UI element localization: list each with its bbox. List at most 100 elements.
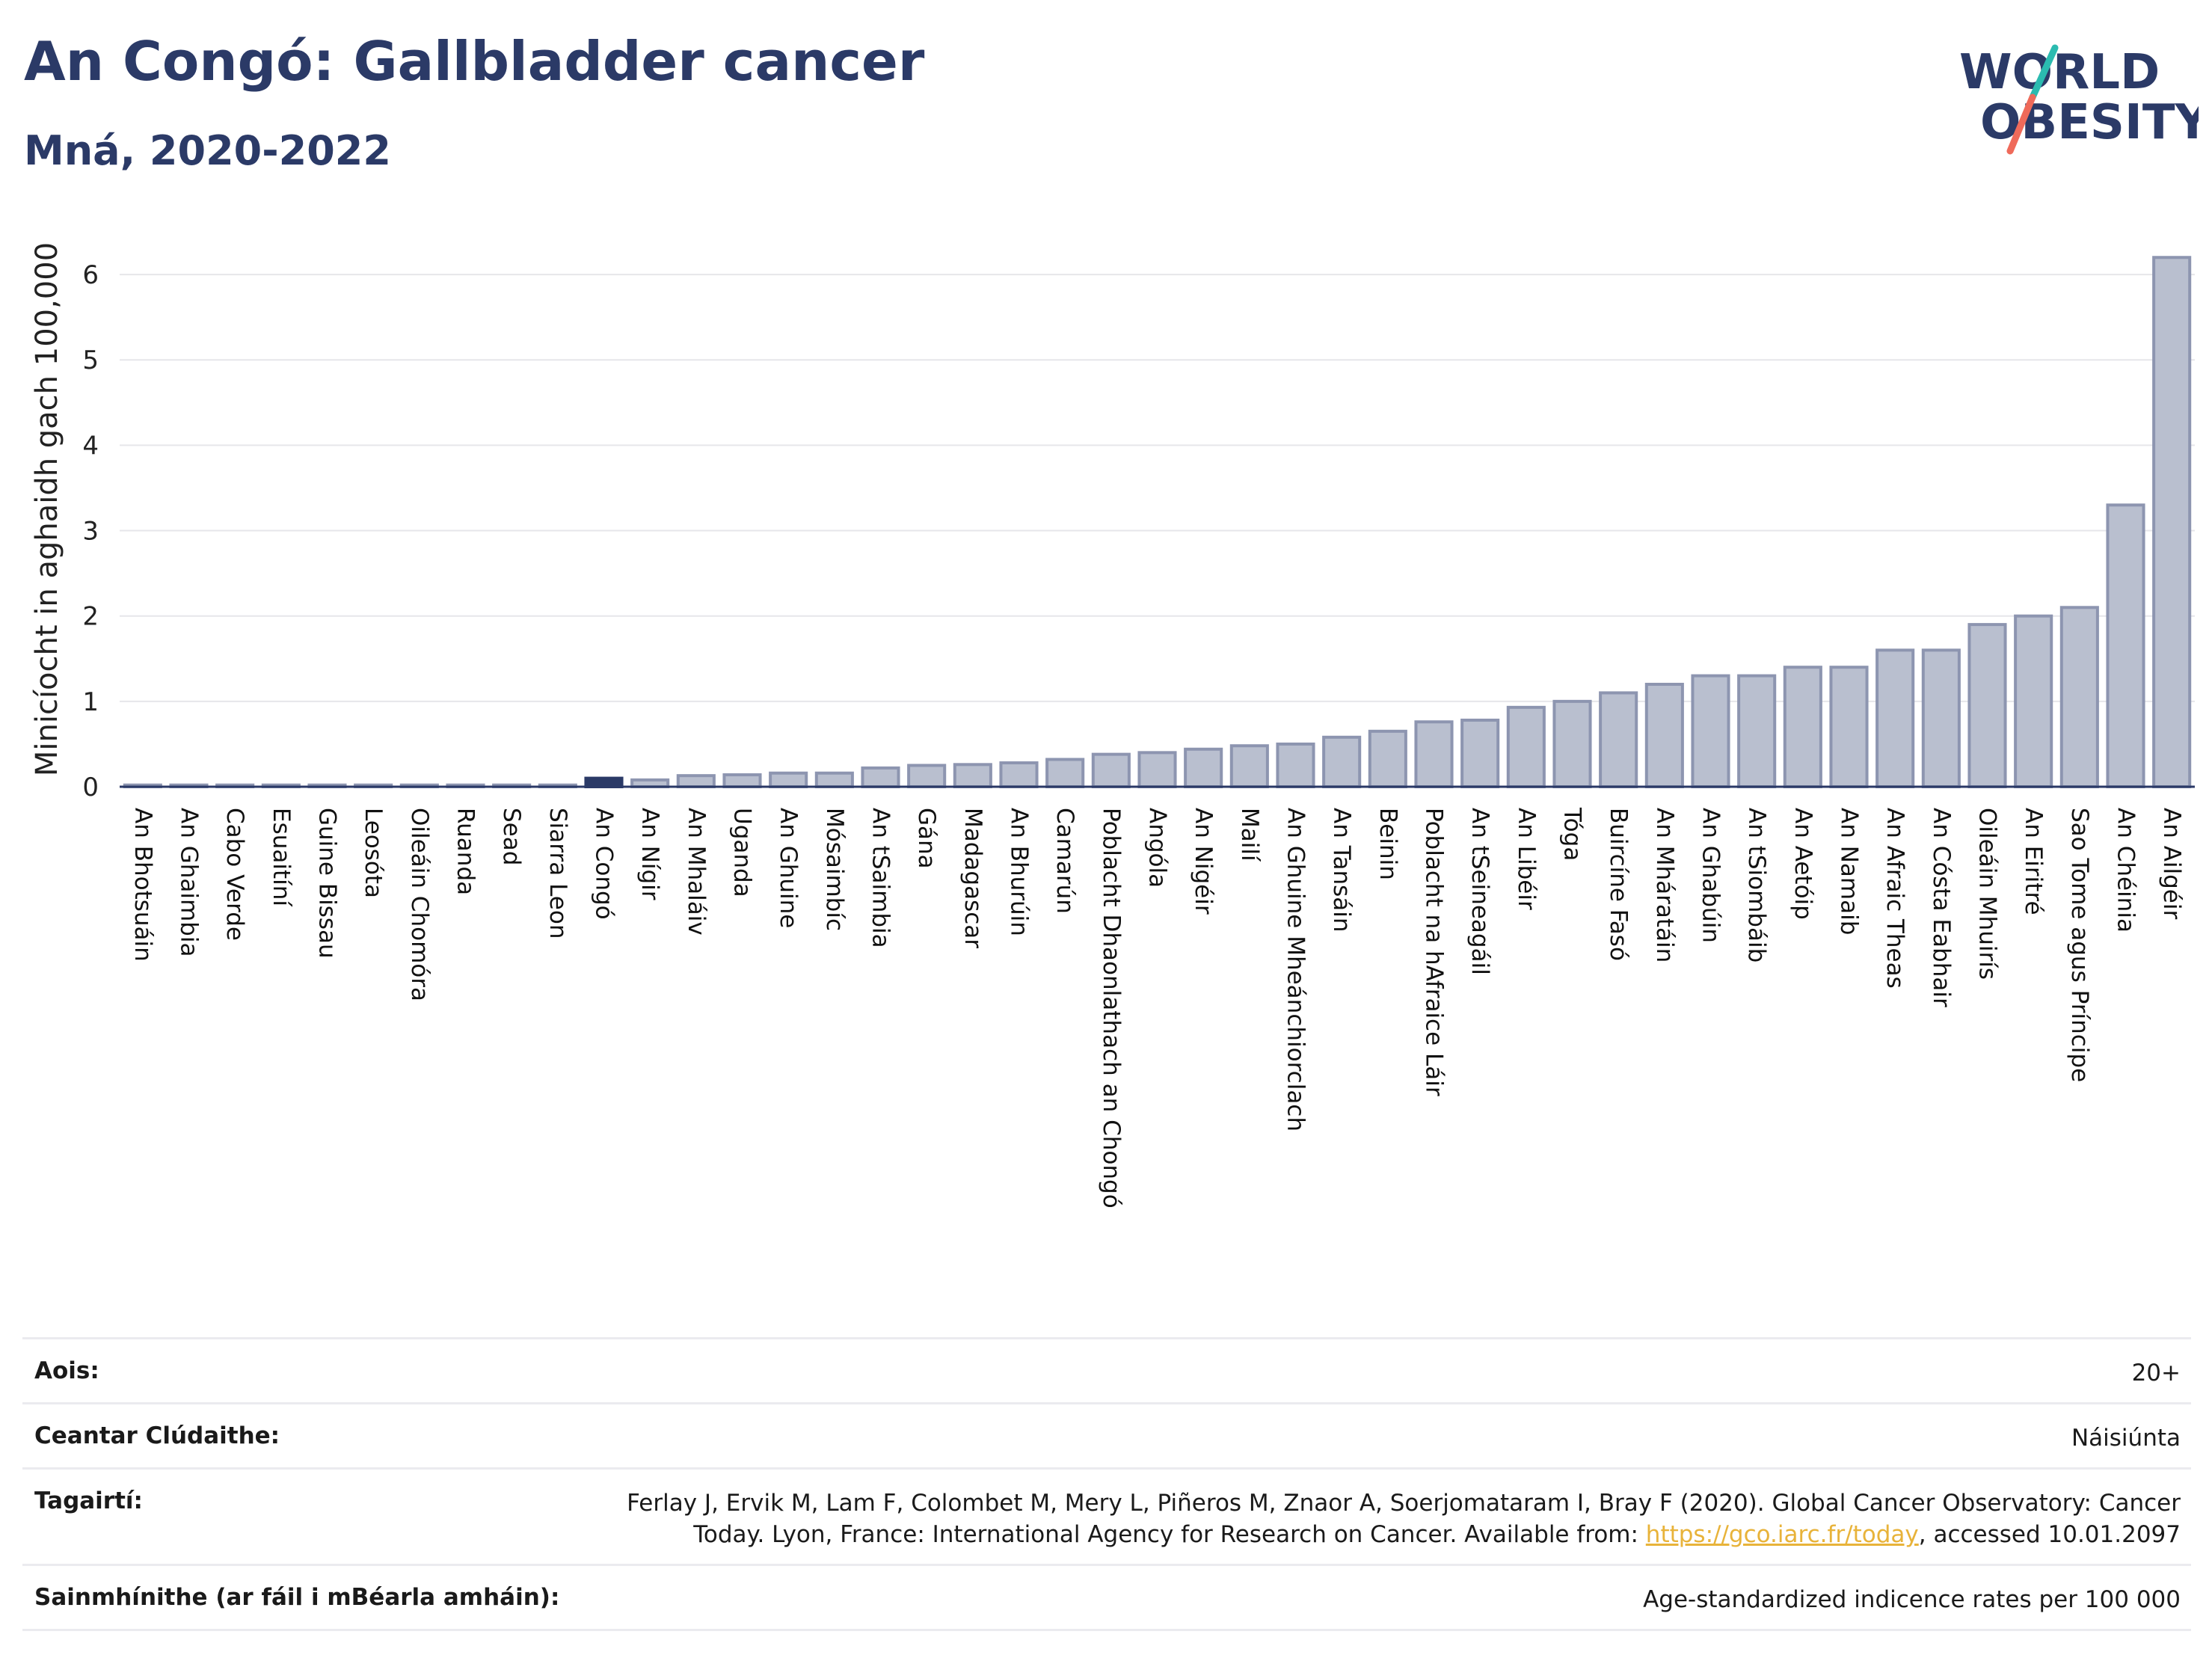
x-tick-label: An Mhaláiv xyxy=(683,808,710,936)
x-tick-label: Sao Tome agus Príncipe xyxy=(2066,808,2093,1082)
x-tick-label: Sead xyxy=(498,808,525,865)
bar xyxy=(1829,666,1869,789)
info-row-references: Tagairtí: Ferlay J, Ervik M, Lam F, Colo… xyxy=(22,1467,2191,1564)
info-row-age: Aois: 20+ xyxy=(22,1337,2191,1402)
bar xyxy=(1783,666,1822,789)
bar xyxy=(1967,623,2007,788)
bar xyxy=(722,773,762,788)
bar xyxy=(2152,256,2192,788)
bar xyxy=(1322,735,1362,788)
bar xyxy=(1276,742,1315,789)
x-tick-label: Mailí xyxy=(1236,808,1263,862)
x-tick-label: An Afraic Theas xyxy=(1881,808,1908,989)
x-tick-label: Leosóta xyxy=(360,808,387,898)
bar xyxy=(2014,614,2053,789)
bar xyxy=(1184,747,1223,788)
bar xyxy=(1137,751,1177,788)
y-tick-label: 4 xyxy=(82,431,99,461)
bar xyxy=(1091,752,1131,788)
bar xyxy=(1414,720,1454,789)
x-tick-label: An Aetóip xyxy=(1789,808,1816,920)
bar xyxy=(953,763,992,789)
bar-chart: 0 1 2 3 4 5 6 An Bhotsuáin An Ghaimbia Cabo Verd… xyxy=(30,242,2195,1209)
y-tick-label: 5 xyxy=(82,346,99,375)
x-tick-label: Uganda xyxy=(729,808,756,897)
bar xyxy=(1644,683,1684,788)
x-tick-labels: An Bhotsuáin An Ghaimbia Cabo Verde Esuaití… xyxy=(129,807,2185,1209)
info-row-definitions: Sainmhínithe (ar fáil i mBéarla amháin):… xyxy=(22,1564,2191,1631)
references-line-1: Ferlay J, Ervik M, Lam F, Colombet M, Me… xyxy=(627,1490,2181,1517)
x-tick-label: An tSiombáib xyxy=(1743,808,1770,962)
x-tick-label: Esuaitíní xyxy=(268,808,295,907)
y-tick-label: 3 xyxy=(82,517,99,547)
x-tick-label: Cabo Verde xyxy=(221,808,248,941)
bar xyxy=(1921,648,1961,788)
info-row-area: Ceantar Clúdaithe: Náisiúnta xyxy=(22,1402,2191,1467)
bar xyxy=(1368,729,1407,788)
x-tick-label: An Ghuine Mheánchiorclach xyxy=(1282,808,1309,1132)
info-table: Aois: 20+ Ceantar Clúdaithe: Náisiúnta T… xyxy=(22,1337,2191,1631)
gco-link[interactable]: https://gco.iarc.fr/today xyxy=(1645,1521,1919,1548)
x-tick-label: An Bhurúin xyxy=(1006,808,1033,936)
x-tick-label: An Ghabúin xyxy=(1698,808,1724,943)
x-tick-label: An Ghuine xyxy=(775,808,802,928)
x-tick-label: An Ghaimbia xyxy=(176,808,203,957)
bar xyxy=(1599,691,1638,789)
grid-lines xyxy=(120,274,2195,702)
bar xyxy=(1460,718,1500,789)
bar xyxy=(907,764,947,789)
references-line-2: Today. Lyon, France: International Agenc… xyxy=(693,1521,1646,1548)
bar xyxy=(814,771,854,789)
bar-highlight xyxy=(584,776,624,788)
x-tick-label: An Namaib xyxy=(1836,808,1863,935)
logo-text-world: WORLD xyxy=(1959,45,2160,100)
x-tick-label: An Libéir xyxy=(1513,808,1540,910)
references-accessed: , accessed 10.01.2097 xyxy=(1918,1521,2181,1548)
area-label: Ceantar Clúdaithe: xyxy=(34,1422,280,1449)
x-tick-label: Madagascar xyxy=(959,808,986,948)
y-tick-label: 6 xyxy=(82,260,99,290)
y-tick-label: 1 xyxy=(82,687,99,717)
bar xyxy=(2106,503,2145,788)
bar xyxy=(1506,705,1546,788)
x-tick-label: Beinin xyxy=(1374,808,1401,880)
bar xyxy=(1229,744,1269,789)
x-tick-label: Gána xyxy=(913,808,940,869)
bar xyxy=(2059,606,2099,788)
y-tick-label: 0 xyxy=(82,773,99,802)
definitions-value: Age-standardized indicence rates per 100… xyxy=(1643,1586,2181,1613)
bar xyxy=(999,761,1039,789)
x-tick-label: Ruanda xyxy=(452,808,479,895)
x-tick-label: Oileáin Mhuirís xyxy=(1974,808,2001,980)
x-tick-label: An Nígir xyxy=(636,808,663,900)
x-tick-label: An tSeineagáil xyxy=(1466,808,1493,975)
bars xyxy=(123,256,2192,789)
logo-slash-teal xyxy=(2029,44,2059,101)
references-label: Tagairtí: xyxy=(34,1487,143,1514)
references-value: Ferlay J, Ervik M, Lam F, Colombet M, Me… xyxy=(627,1487,2181,1550)
x-tick-label: An Mháratáin xyxy=(1651,808,1678,962)
x-tick-label: Poblacht Dhaonlathach an Chongó xyxy=(1098,808,1125,1209)
x-tick-label: An Chéinia xyxy=(2113,808,2139,933)
page-subtitle: Mná, 2020-2022 xyxy=(24,127,391,174)
y-tick-label: 2 xyxy=(82,602,99,632)
world-obesity-logo: WORLD OBESITY xyxy=(1959,44,2199,155)
x-tick-label: An Congó xyxy=(591,808,618,920)
x-tick-label: An Nigéir xyxy=(1190,808,1217,915)
age-label: Aois: xyxy=(34,1357,99,1384)
bar xyxy=(1045,758,1085,788)
x-tick-label: Angóla xyxy=(1144,808,1171,888)
x-tick-label: Tóga xyxy=(1559,807,1586,861)
bar xyxy=(676,774,716,788)
logo-slash-coral xyxy=(2006,93,2036,155)
area-value: Náisiúnta xyxy=(2071,1425,2181,1452)
x-tick-label: An Eiritré xyxy=(2020,808,2047,915)
x-tick-label: An Ailgéir xyxy=(2158,808,2185,920)
x-tick-label: An Bhotsuáin xyxy=(129,808,156,962)
x-tick-label: Poblacht na hAfraice Láir xyxy=(1421,808,1448,1096)
bar xyxy=(769,771,808,789)
bar xyxy=(1552,699,1592,788)
page-title: An Congó: Gallbladder cancer xyxy=(24,30,925,93)
age-value: 20+ xyxy=(2131,1360,2181,1387)
x-tick-label: An Cósta Eabhair xyxy=(1928,808,1955,1007)
